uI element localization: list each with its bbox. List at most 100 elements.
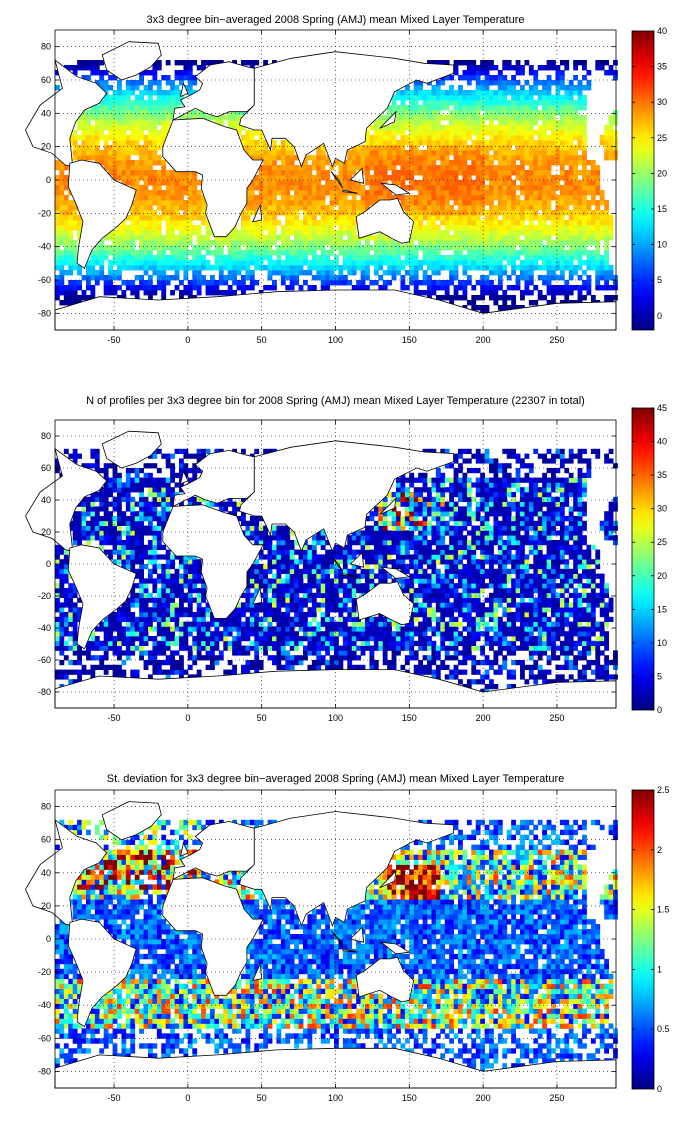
bin-cell [387, 260, 392, 266]
bin-cell [320, 175, 326, 181]
bin-cell [143, 245, 149, 251]
bin-cell [148, 130, 153, 136]
bin-cell [143, 525, 149, 531]
bin-cell [484, 175, 490, 181]
bin-cell [81, 125, 87, 131]
bin-cell [347, 250, 353, 256]
bin-cell [520, 185, 525, 191]
bin-cell [413, 275, 419, 281]
bin-cell [112, 140, 118, 146]
bin-cell [156, 190, 162, 196]
bin-cell [453, 105, 459, 111]
bin-cell [577, 230, 583, 236]
bin-cell [493, 135, 499, 141]
bin-cell [493, 185, 499, 191]
bin-cell [471, 190, 477, 196]
bin-cell [524, 235, 530, 241]
bin-cell [77, 540, 82, 546]
bin-cell [542, 205, 548, 211]
bin-cell [528, 180, 534, 186]
bin-cell [223, 240, 229, 246]
bin-cell [139, 564, 144, 570]
bin-cell [152, 240, 158, 246]
bin-cell [183, 220, 189, 226]
bin-cell [493, 115, 499, 121]
bin-cell [152, 535, 158, 541]
bin-cell [174, 265, 180, 271]
bin-cell [533, 70, 539, 76]
bin-cell [174, 270, 180, 276]
bin-cell [342, 215, 348, 221]
bin-cell [143, 150, 149, 156]
bin-cell [121, 235, 127, 241]
bin-cell [148, 477, 153, 483]
bin-cell [568, 245, 574, 251]
bin-cell [316, 200, 322, 206]
bin-cell [480, 280, 486, 286]
bin-cell [365, 155, 370, 161]
bin-cell [604, 70, 610, 76]
bin-cell [72, 155, 78, 161]
bin-cell [236, 616, 242, 622]
bin-cell [94, 468, 100, 474]
bin-cell [117, 80, 122, 86]
bin-cell [174, 250, 180, 256]
bin-cell [63, 612, 69, 618]
bin-cell [139, 200, 144, 206]
bin-cell [156, 90, 162, 96]
bin-cell [334, 240, 339, 246]
bin-cell [497, 125, 503, 131]
bin-cell [183, 115, 189, 121]
bin-cell [480, 295, 486, 301]
bin-cell [152, 669, 158, 675]
bin-cell [156, 130, 162, 136]
bin-cell [586, 220, 592, 226]
bin-cell [103, 110, 109, 116]
bin-cell [174, 660, 180, 666]
bin-cell [90, 520, 96, 526]
bin-cell [130, 240, 136, 246]
bin-cell [320, 170, 326, 176]
bin-cell [475, 210, 481, 216]
bin-cell [245, 60, 251, 66]
bin-cell [214, 240, 220, 246]
bin-cell [493, 125, 499, 131]
bin-cell [604, 235, 610, 241]
bin-cell [134, 290, 140, 296]
bin-cell [590, 235, 596, 241]
bin-cell [174, 70, 180, 76]
bin-cell [143, 660, 149, 666]
bin-cell [125, 285, 131, 291]
bin-cell [134, 626, 140, 632]
bin-cell [170, 205, 175, 211]
bin-cell [267, 225, 273, 231]
bin-cell [201, 578, 206, 584]
bin-cell [139, 155, 144, 161]
bin-cell [338, 240, 344, 246]
bin-cell [192, 636, 198, 642]
bin-cell [431, 150, 437, 156]
bin-cell [387, 195, 392, 201]
bin-cell [303, 170, 308, 176]
bin-cell [187, 200, 193, 206]
bin-cell [528, 175, 534, 181]
bin-cell [272, 195, 277, 201]
bin-cell [130, 265, 136, 271]
bin-cell [59, 588, 65, 594]
bin-cell [546, 100, 552, 106]
bin-cell [542, 135, 548, 141]
bin-cell [506, 225, 512, 231]
bin-cell [249, 240, 255, 246]
bin-cell [99, 110, 105, 116]
bin-cell [227, 645, 233, 651]
bin-cell [555, 200, 561, 206]
bin-cell [130, 280, 136, 286]
bin-cell [608, 155, 614, 161]
bin-cell [165, 568, 171, 574]
bin-cell [613, 130, 618, 136]
bin-cell [170, 95, 175, 101]
bin-cell [604, 60, 610, 66]
bin-cell [378, 195, 384, 201]
bin-cell [577, 130, 583, 136]
bin-cell [156, 554, 162, 560]
